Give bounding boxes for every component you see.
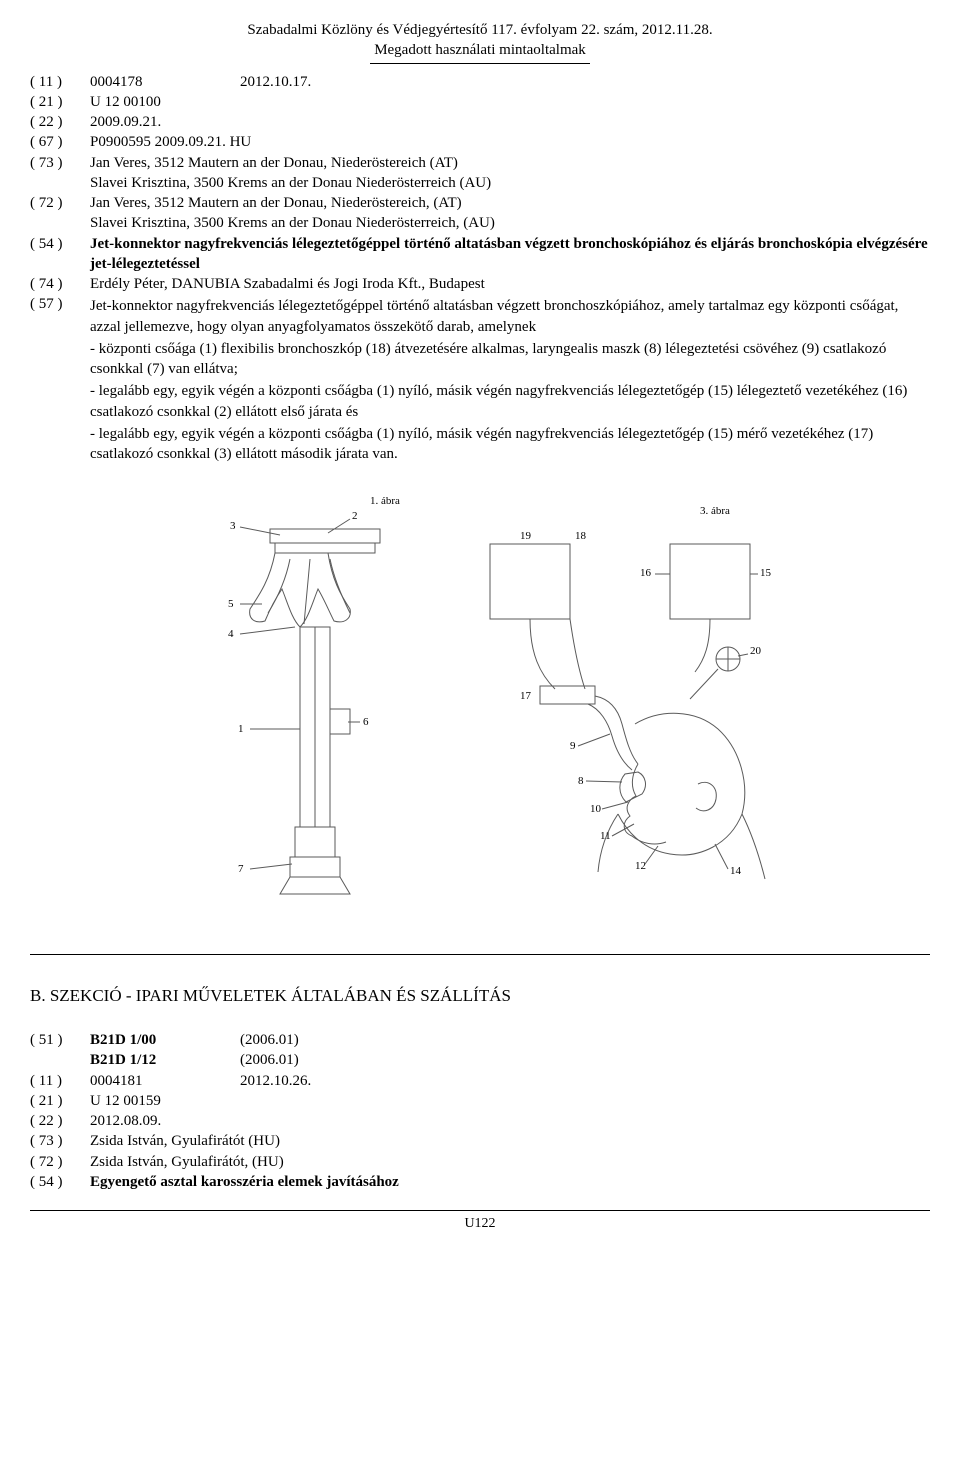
record-1: ( 11 ) 0004178 2012.10.17. ( 21 ) U 12 0… [30, 72, 930, 465]
ref-3: 3 [230, 520, 236, 532]
ref-19: 19 [520, 530, 532, 542]
section-b-title: B. SZEKCIÓ - IPARI MŰVELETEK ÁLTALÁBAN É… [30, 985, 930, 1008]
ref-11: 11 [600, 830, 611, 842]
filing-date: 2009.09.21. [90, 112, 930, 132]
ipc-2-year: (2006.01) [240, 1050, 299, 1070]
inid-21-b: ( 21 ) [30, 1091, 90, 1111]
app-number-b: U 12 00159 [90, 1091, 930, 1111]
inid-22: ( 22 ) [30, 112, 90, 132]
inid-74: ( 74 ) [30, 274, 90, 294]
record-2: ( 51 ) B21D 1/00 (2006.01) B21D 1/12 (20… [30, 1030, 930, 1192]
inid-54-b: ( 54 ) [30, 1172, 90, 1192]
owner-b: Zsida István, Gyulafirátót (HU) [90, 1131, 930, 1151]
ipc-2: B21D 1/12 [90, 1050, 240, 1070]
abstract-p1: Jet-konnektor nagyfrekvenciás lélegeztet… [90, 296, 930, 337]
ref-2: 2 [352, 510, 358, 522]
page-number: U122 [30, 1210, 930, 1234]
inid-67: ( 67 ) [30, 132, 90, 152]
divider [30, 954, 930, 955]
inventor-1: Jan Veres, 3512 Mautern an der Donau, Ni… [90, 193, 930, 213]
ref-5: 5 [228, 598, 234, 610]
figure-3-svg: 19 18 16 15 20 17 9 8 10 11 12 14 [460, 524, 790, 884]
ref-20: 20 [750, 645, 762, 657]
ref-1: 1 [238, 723, 244, 735]
header-subtitle: Megadott használati mintaoltalmak [370, 40, 590, 63]
figure-1-label: 1. ábra [370, 494, 400, 509]
pub-date-b: 2012.10.26. [240, 1073, 311, 1089]
owner-2: Slavei Krisztina, 3500 Krems an der Dona… [90, 173, 930, 193]
ref-12: 12 [635, 860, 646, 872]
app-number: U 12 00100 [90, 92, 930, 112]
inid-73: ( 73 ) [30, 153, 90, 173]
inid-11: ( 11 ) [30, 72, 90, 92]
ref-7: 7 [238, 863, 244, 875]
ref-15: 15 [760, 567, 772, 579]
figures: 1. ábra 3. ábra 3 2 [160, 494, 800, 914]
ref-6: 6 [363, 716, 369, 728]
inid-21: ( 21 ) [30, 92, 90, 112]
inid-73-b: ( 73 ) [30, 1131, 90, 1151]
figure-3-label: 3. ábra [700, 504, 730, 519]
inventor-2: Slavei Krisztina, 3500 Krems an der Dona… [90, 213, 930, 233]
inid-54: ( 54 ) [30, 234, 90, 275]
ref-8: 8 [578, 775, 584, 787]
inid-22-b: ( 22 ) [30, 1111, 90, 1131]
filing-date-b: 2012.08.09. [90, 1111, 930, 1131]
page-header: Szabadalmi Közlöny és Védjegyértesítő 11… [30, 20, 930, 64]
header-journal-line: Szabadalmi Közlöny és Védjegyértesítő 11… [30, 20, 930, 40]
ipc-1: B21D 1/00 [90, 1030, 240, 1050]
abstract-p3: - legalább egy, egyik végén a központi c… [90, 381, 930, 422]
ref-17: 17 [520, 690, 532, 702]
ref-18: 18 [575, 530, 587, 542]
inid-72: ( 72 ) [30, 193, 90, 213]
ref-10: 10 [590, 803, 602, 815]
inid-51: ( 51 ) [30, 1030, 90, 1050]
inventor-b: Zsida István, Gyulafirátót, (HU) [90, 1152, 930, 1172]
figure-1-svg: 3 2 5 4 1 6 7 [220, 509, 440, 909]
priority: P0900595 2009.09.21. HU [90, 132, 930, 152]
abstract-p2: - központi csőága (1) flexibilis broncho… [90, 339, 930, 380]
ref-4: 4 [228, 628, 234, 640]
agent: Erdély Péter, DANUBIA Szabadalmi és Jogi… [90, 274, 930, 294]
ref-14: 14 [730, 865, 742, 877]
title: Jet-konnektor nagyfrekvenciás lélegeztet… [90, 234, 930, 275]
abstract-p4: - legalább egy, egyik végén a központi c… [90, 424, 930, 465]
inid-57: ( 57 ) [30, 294, 90, 464]
title-b: Egyengető asztal karosszéria elemek javí… [90, 1172, 930, 1192]
ref-9: 9 [570, 740, 576, 752]
ipc-1-year: (2006.01) [240, 1030, 299, 1050]
inid-72-b: ( 72 ) [30, 1152, 90, 1172]
ref-16: 16 [640, 567, 652, 579]
owner-1: Jan Veres, 3512 Mautern an der Donau, Ni… [90, 153, 930, 173]
pub-number: 0004178 [90, 74, 143, 90]
pub-date: 2012.10.17. [240, 74, 311, 90]
pub-number-b: 0004181 [90, 1073, 143, 1089]
inid-11-b: ( 11 ) [30, 1071, 90, 1091]
